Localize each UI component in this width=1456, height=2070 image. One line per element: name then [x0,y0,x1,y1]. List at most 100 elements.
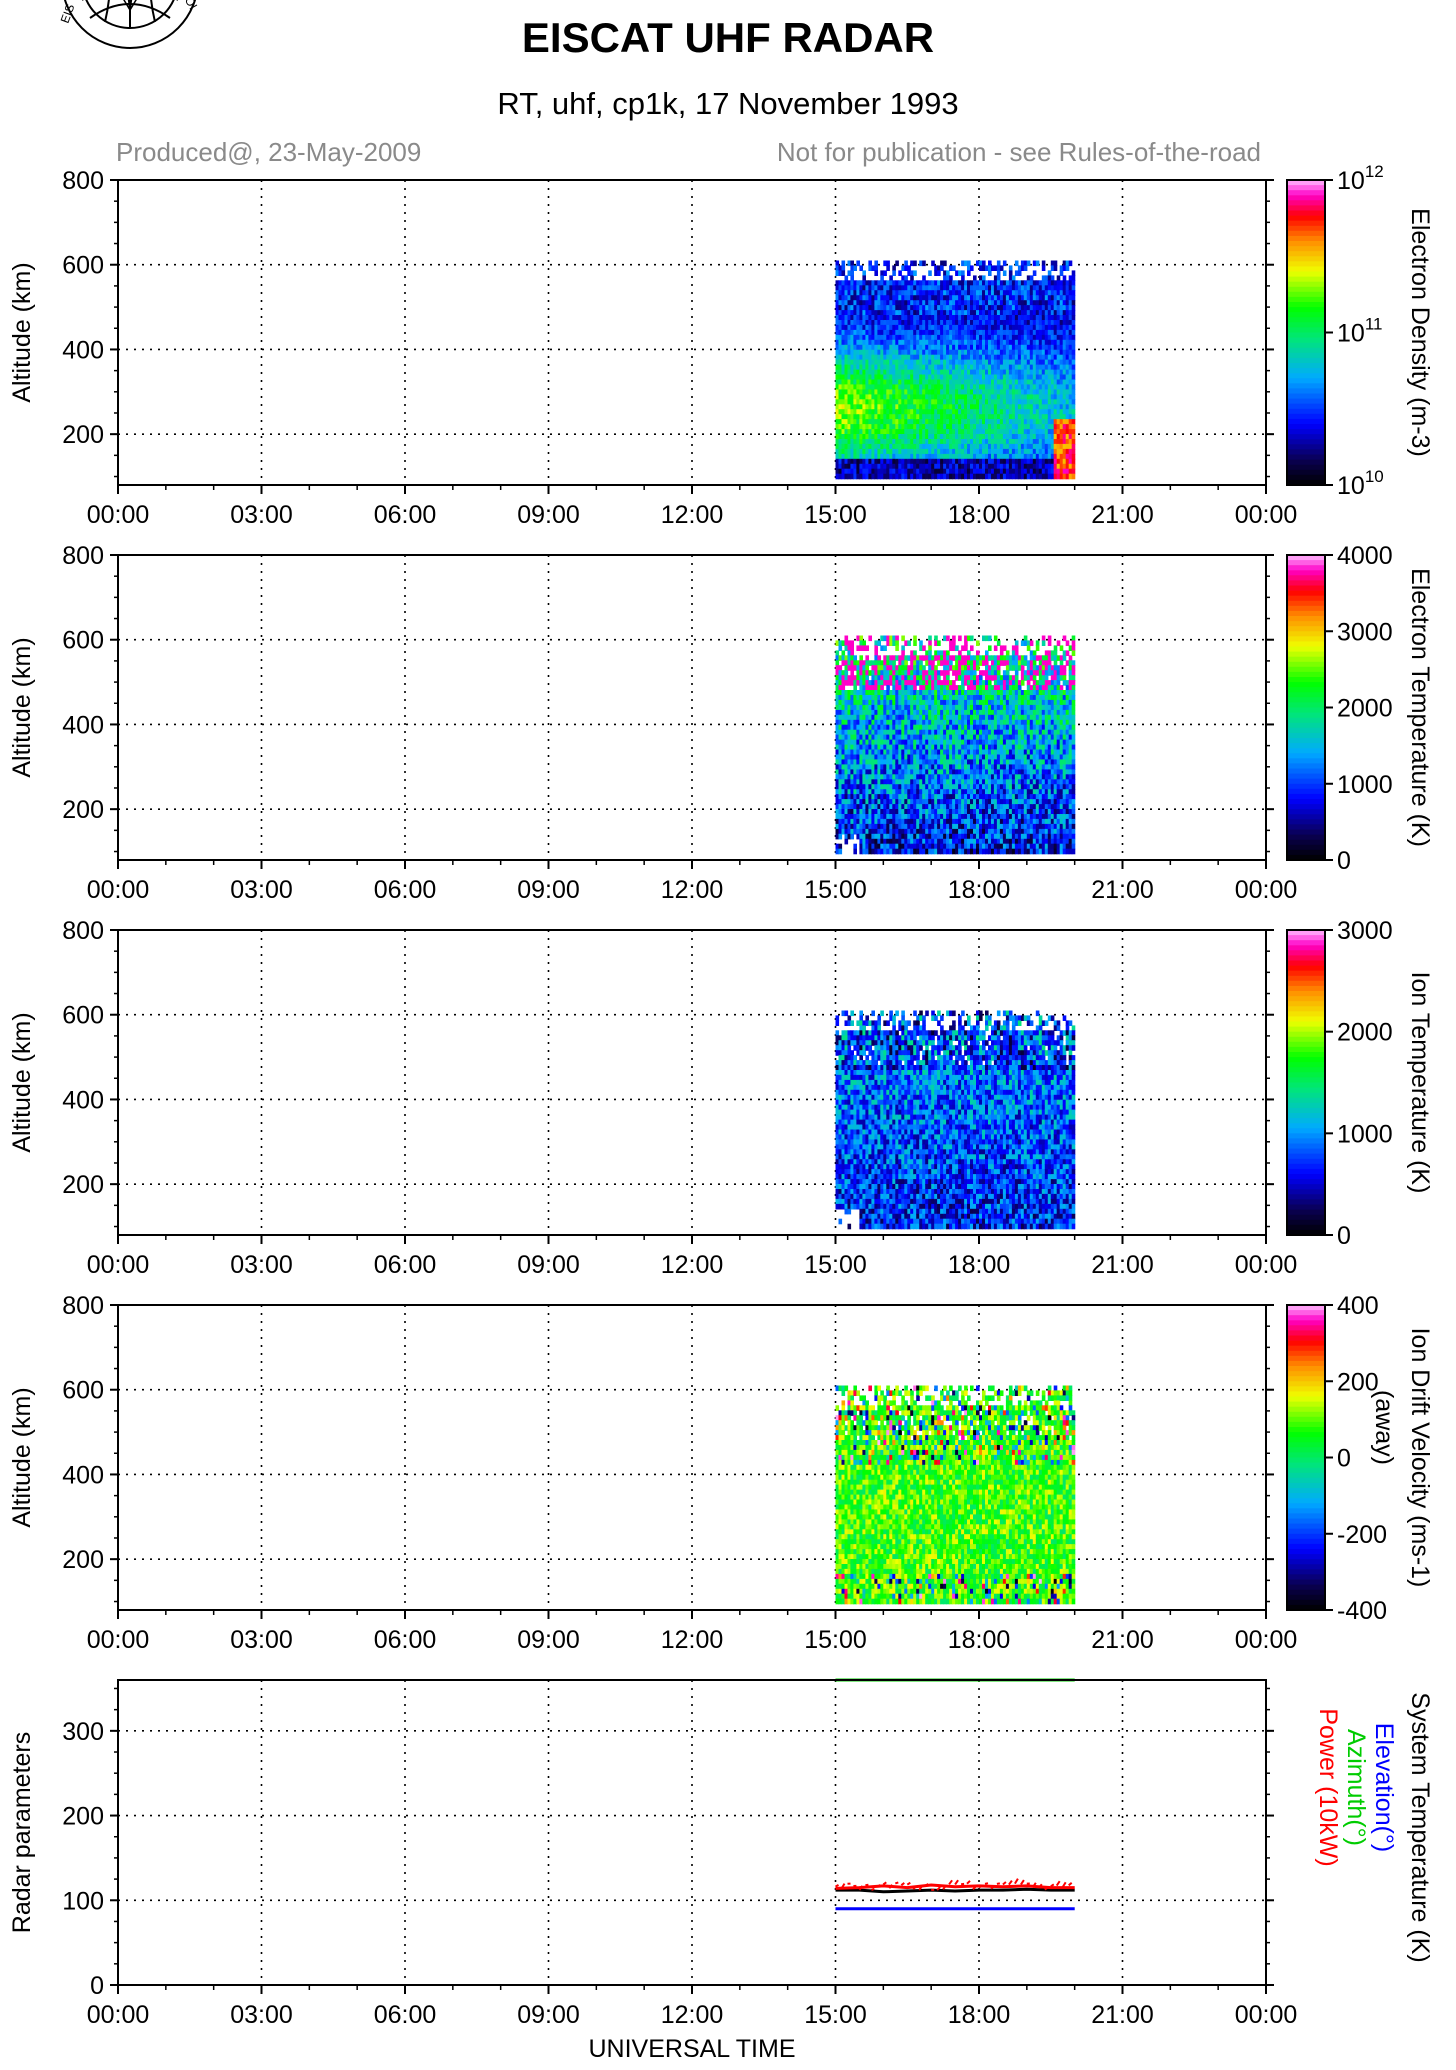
heatmap-cell [955,359,959,366]
heatmap-cell [996,404,1001,410]
heatmap-cell [844,404,849,410]
heatmap-cell [883,310,887,316]
heatmap-cell [904,364,908,371]
heatmap-cell [979,473,983,480]
heatmap-cell [928,359,932,366]
heatmap-cell [886,290,890,296]
heatmap-cell [1044,404,1049,410]
heatmap-cell [1023,414,1028,420]
heatmap-cell [985,414,989,420]
heatmap-cell [1005,468,1010,475]
heatmap-cell [1014,290,1019,296]
heatmap-cell [967,463,971,470]
heatmap-cell [934,285,938,291]
heatmap-cell [904,429,908,435]
heatmap-cell [886,305,890,311]
heatmap-cell [1038,295,1043,301]
heatmap-cell [922,453,926,460]
heatmap-cell [1068,404,1073,410]
heatmap-cell [889,439,893,445]
heatmap-cell [955,270,959,276]
heatmap-cell [985,369,989,376]
heatmap-cell [1014,443,1019,450]
heatmap-cell [874,369,878,376]
heatmap-cell [1041,320,1046,326]
heatmap-cell [928,310,932,316]
heatmap-cell [850,324,854,331]
x-tick-label: 15:00 [804,501,867,529]
heatmap-cell [877,369,881,376]
heatmap-cell [955,473,959,480]
heatmap-cell [970,443,974,450]
colorbar-swatch [1287,479,1325,486]
heatmap-cell [895,329,899,336]
heatmap-cell [883,305,887,311]
heatmap-cell [993,290,998,296]
heatmap-cell [922,364,926,371]
heatmap-cell [835,843,840,850]
heatmap-cell [916,458,920,465]
heatmap-cell [1044,369,1049,376]
heatmap-cell [1044,414,1049,420]
heatmap-cell [847,359,852,366]
heatmap-cell [1041,424,1046,430]
heatmap-cell [868,473,872,480]
heatmap-cell [928,448,932,455]
heatmap-cell [985,265,989,271]
heatmap-cell [853,310,857,316]
heatmap-cell [898,429,902,435]
heatmap-cell [967,443,971,450]
heatmap-cell [931,344,935,351]
heatmap-cell [937,463,941,470]
heatmap-cell [1032,339,1037,346]
heatmap-cell [958,354,962,361]
heatmap-cell [1056,463,1061,470]
heatmap-cell [1020,434,1025,440]
heatmap-cell [838,329,843,336]
heatmap-cell [1035,463,1040,470]
heatmap-cell [1053,285,1058,291]
colorbar-swatch [1287,281,1325,288]
heatmap-cell [916,334,920,341]
heatmap-cell [877,364,881,371]
heatmap-cell [988,290,992,296]
heatmap-cell [901,295,905,301]
heatmap-cell [1035,374,1040,381]
heatmap-cell [952,399,956,405]
heatmap-cell [952,409,956,415]
heatmap-cell [1026,369,1031,376]
heatmap-cell [889,369,893,376]
heatmap-cell [934,429,938,435]
heatmap-cell [1020,364,1025,371]
heatmap-cell [841,369,846,376]
heatmap-cell [1056,443,1061,450]
heatmap-cell [991,280,995,286]
heatmap-cell [850,285,854,291]
heatmap-cell [985,458,989,465]
heatmap-cell [862,379,866,386]
heatmap-cell [922,285,926,291]
heatmap-cell [871,429,875,435]
heatmap-cell [919,419,923,425]
heatmap-cell [865,473,869,480]
heatmap-cell [1029,364,1034,371]
heatmap-cell [886,458,890,465]
heatmap-cell [943,468,947,475]
heatmap-cell [946,305,950,311]
heatmap-cell [910,389,914,395]
heatmap-cell [937,329,941,336]
heatmap-cell [898,414,902,420]
heatmap-cell [1026,349,1031,356]
heatmap-cell [868,329,872,336]
heatmap-cell [946,324,950,331]
heatmap-cell [1062,369,1067,376]
heatmap-cell [895,473,899,480]
heatmap-cell [880,369,884,376]
heatmap-cell [928,429,932,435]
heatmap-cell [868,399,872,405]
heatmap-cell [841,270,846,276]
heatmap-cell [991,409,995,415]
heatmap-cell [946,300,950,306]
heatmap-cell [838,680,843,686]
